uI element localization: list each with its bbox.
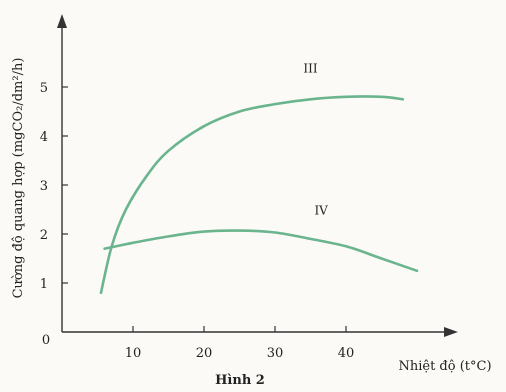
y-tick-label: 1 — [40, 277, 48, 292]
x-tick-label: 20 — [196, 346, 213, 361]
series-label-iv: IV — [314, 203, 328, 217]
series-line-iii — [99, 95, 405, 295]
axes — [57, 14, 458, 337]
origin-label: 0 — [42, 333, 50, 348]
figure-caption: Hình 2 — [215, 373, 265, 388]
y-tick-label: 2 — [40, 228, 48, 243]
x-tick-label: 10 — [125, 346, 142, 361]
series-line-iv — [103, 229, 419, 273]
y-tick-label: 3 — [40, 179, 48, 194]
series-label-iii: III — [303, 61, 317, 75]
y-tick-label: 5 — [40, 81, 48, 96]
x-tick-label: 40 — [338, 346, 355, 361]
x-axis-arrow — [444, 327, 458, 337]
x-tick-label: 30 — [267, 346, 284, 361]
y-axis-label: Cường độ quang hợp (mgCO₂/dm²/h) — [11, 58, 26, 299]
series-group: III IV — [99, 61, 419, 295]
y-axis-arrow — [57, 14, 67, 28]
ticks: 10 20 30 40 1 2 3 4 5 — [40, 81, 355, 361]
y-tick-label: 4 — [40, 130, 48, 145]
x-axis-label: Nhiệt độ (t°C) — [398, 359, 491, 374]
